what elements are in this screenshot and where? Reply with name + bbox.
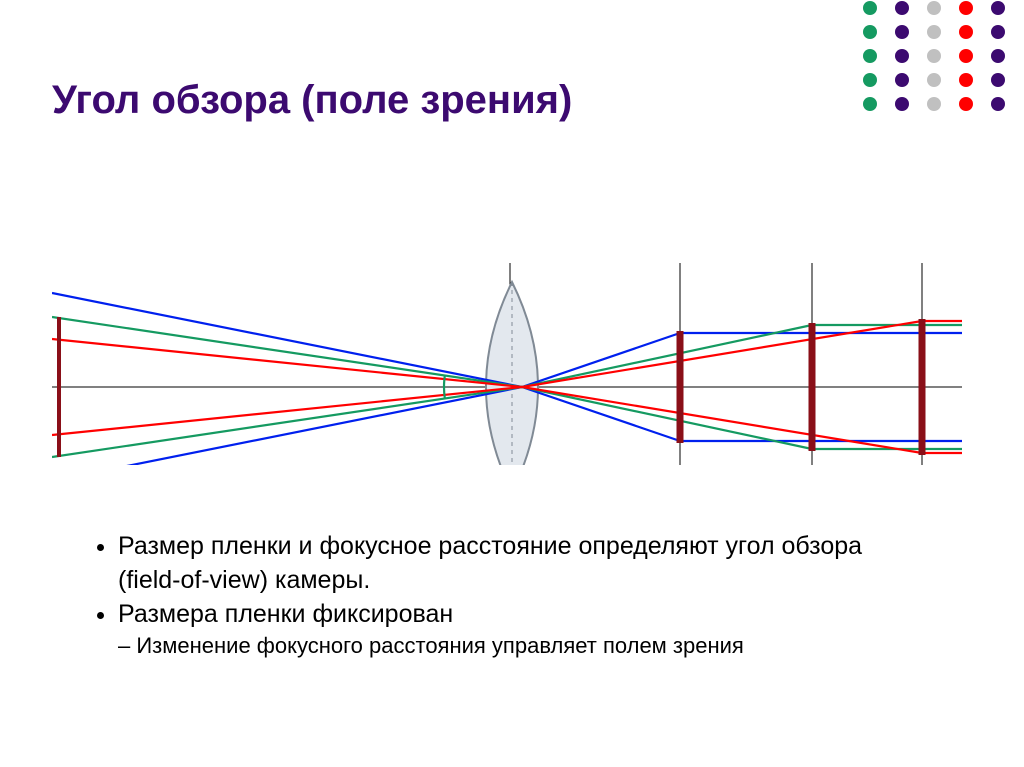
bullet-2-sub: Изменение фокусного расстояния управляет…: [118, 631, 910, 661]
page-title: Угол обзора (поле зрения): [52, 78, 572, 123]
bullet-1: Размер пленки и фокусное расстояние опре…: [118, 530, 910, 598]
optics-diagram: [52, 145, 962, 465]
bullet-2: Размера пленки фиксирован: [118, 598, 910, 632]
bullet-list: Размер пленки и фокусное расстояние опре…: [90, 530, 910, 661]
decor-dot-grid: [0, 0, 1024, 150]
